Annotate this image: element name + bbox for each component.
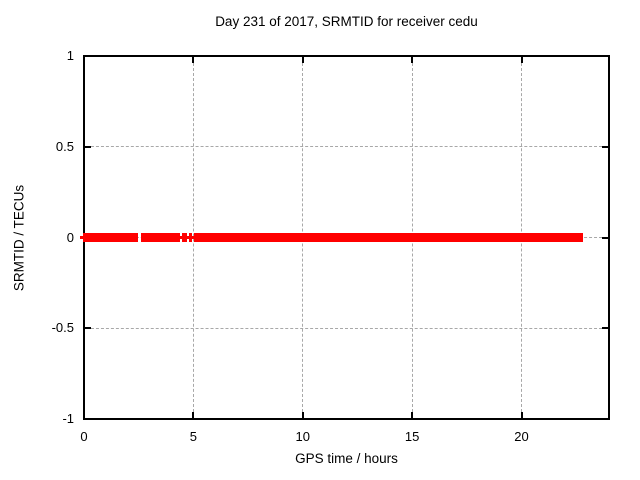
- x-tick-label: 15: [404, 429, 420, 444]
- x-tick-top: [411, 57, 414, 63]
- y-tick-label: 0: [66, 229, 74, 245]
- x-tick-bottom: [192, 412, 195, 418]
- y-tick-label: -1: [62, 411, 74, 426]
- data-point-marker: [180, 236, 190, 239]
- data-segment: [194, 233, 583, 242]
- x-tick-label: 0: [80, 429, 88, 444]
- x-tick-label: 10: [295, 429, 310, 444]
- y-tick-label: 0.5: [55, 138, 74, 154]
- data-segment: [141, 233, 181, 242]
- y-tick-left: [85, 55, 91, 57]
- x-tick-bottom: [520, 412, 523, 418]
- x-tick-label: 20: [514, 429, 529, 444]
- gridline-y--0.5: [86, 327, 607, 329]
- y-axis-label: SRMTID / TECUs: [11, 184, 27, 292]
- x-tick-bottom: [411, 412, 414, 418]
- x-axis-label: GPS time / hours: [295, 451, 398, 466]
- x-tick-bottom: [301, 412, 304, 418]
- y-tick-left: [85, 418, 91, 420]
- y-tick-right: [602, 145, 608, 148]
- x-tick-label: 5: [189, 429, 197, 444]
- y-tick-left: [85, 145, 91, 148]
- y-tick-right: [602, 55, 608, 57]
- y-tick-right: [602, 236, 608, 239]
- y-tick-left: [85, 327, 91, 330]
- data-segment: [84, 233, 139, 242]
- x-tick-top: [301, 57, 304, 63]
- data-point-marker: [79, 236, 89, 239]
- data-point-marker: [185, 236, 195, 239]
- x-tick-top: [83, 57, 85, 63]
- chart-title: Day 231 of 2017, SRMTID for receiver ced…: [215, 14, 478, 29]
- y-tick-right: [602, 418, 608, 420]
- y-tick-label: -0.5: [51, 320, 74, 336]
- gridline-y-0.5: [86, 146, 607, 148]
- x-tick-bottom: [83, 412, 85, 418]
- y-tick-label: 1: [66, 48, 74, 63]
- x-tick-top: [192, 57, 195, 63]
- y-tick-right: [602, 327, 608, 330]
- x-tick-top: [520, 57, 523, 63]
